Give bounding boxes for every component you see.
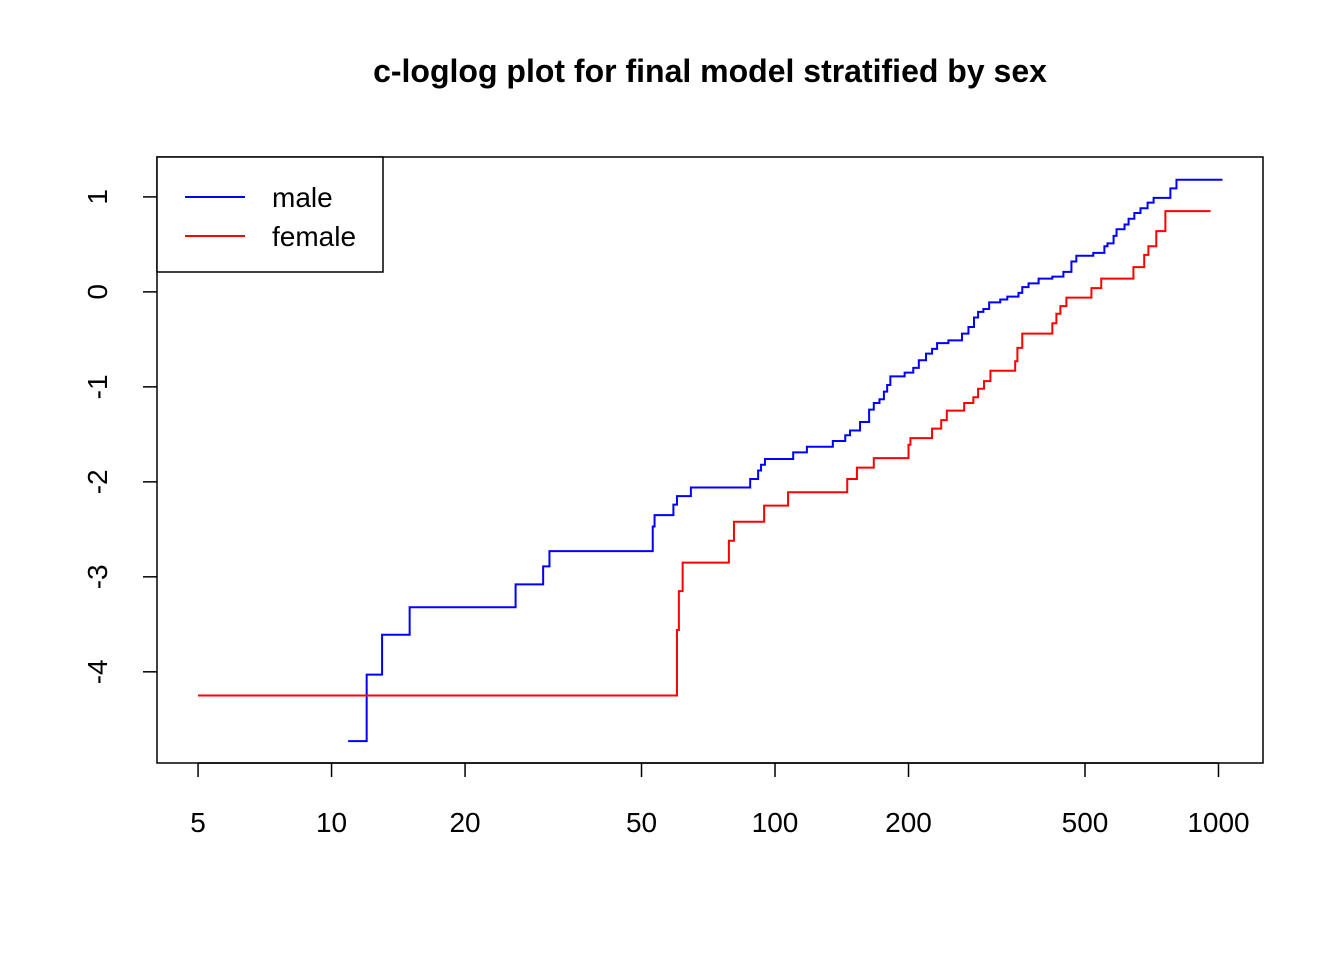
step-line — [348, 178, 1223, 743]
y-tick-label: -1 — [82, 374, 113, 399]
x-tick-label: 5 — [190, 807, 206, 838]
x-tick-label: 500 — [1062, 807, 1109, 838]
legend-label: female — [272, 221, 356, 252]
x-tick-label: 50 — [626, 807, 657, 838]
legend-label: male — [272, 182, 333, 213]
y-tick-label: 0 — [82, 284, 113, 300]
step-line — [198, 210, 1211, 697]
x-tick-label: 1000 — [1187, 807, 1249, 838]
y-tick-label: -4 — [82, 659, 113, 684]
y-tick-label: -3 — [82, 564, 113, 589]
y-tick-label: 1 — [82, 189, 113, 205]
x-tick-label: 20 — [449, 807, 480, 838]
chart-title: c-loglog plot for final model stratified… — [373, 53, 1047, 89]
x-tick-label: 10 — [316, 807, 347, 838]
x-tick-label: 100 — [752, 807, 799, 838]
legend-box — [156, 156, 384, 273]
y-tick-label: -2 — [82, 469, 113, 494]
x-tick-label: 200 — [885, 807, 932, 838]
